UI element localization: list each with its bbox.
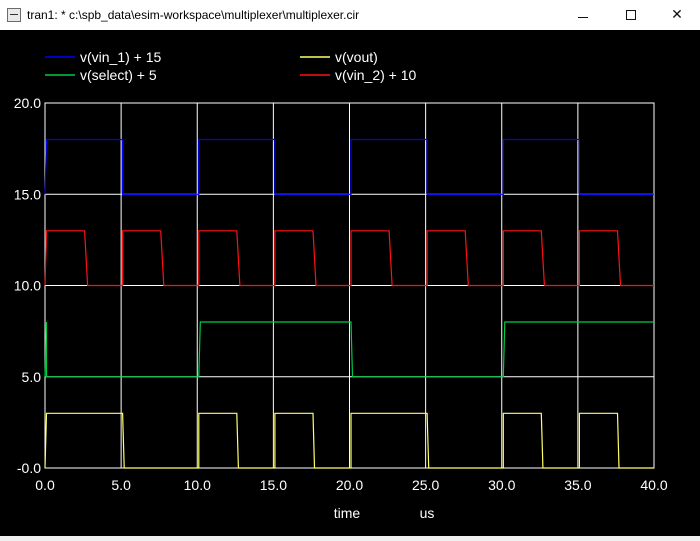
title-bar: tran1: * c:\spb_data\esim-workspace\mult… (0, 0, 700, 30)
legend-label: v(select) + 5 (80, 67, 157, 83)
y-tick-label: 15.0 (14, 186, 41, 202)
x-tick-label: 20.0 (336, 477, 363, 493)
y-tick-label: 10.0 (14, 278, 41, 294)
series-line (44, 321, 654, 378)
x-tick-label: 40.0 (640, 477, 667, 493)
x-tick-label: 5.0 (111, 477, 131, 493)
x-tick-label: 35.0 (564, 477, 591, 493)
maximize-icon (626, 10, 636, 20)
close-button[interactable]: ✕ (654, 0, 700, 30)
legend-label: v(vin_2) + 10 (335, 67, 417, 83)
x-tick-label: 25.0 (412, 477, 439, 493)
plot-area: 0.0 5.0 10.0 15.0 20.0 25.0 30.0 35.0 40.0 -0.0 5.… (0, 30, 700, 536)
window-bottom-edge (0, 536, 700, 541)
y-tick-label: -0.0 (17, 460, 41, 476)
series-line (44, 412, 654, 469)
close-icon: ✕ (671, 7, 683, 23)
maximize-button[interactable] (608, 0, 654, 30)
legend-label: v(vout) (335, 49, 378, 65)
waveform-chart: 0.0 5.0 10.0 15.0 20.0 25.0 30.0 35.0 40.0 -0.0 5.… (14, 49, 668, 521)
app-window-icon (7, 8, 21, 22)
series-line (44, 138, 654, 195)
x-tick-label: 15.0 (260, 477, 287, 493)
window-title: tran1: * c:\spb_data\esim-workspace\mult… (27, 8, 360, 22)
y-tick-label: 20.0 (14, 95, 41, 111)
minimize-button[interactable] (560, 0, 606, 30)
x-tick-label: 10.0 (184, 477, 211, 493)
y-tick-label: 5.0 (22, 369, 42, 385)
series-line (44, 230, 654, 287)
minimize-icon (578, 16, 588, 18)
x-axis-label: time (334, 505, 361, 521)
x-tick-label: 0.0 (35, 477, 55, 493)
legend-label: v(vin_1) + 15 (80, 49, 162, 65)
x-axis-unit: us (420, 505, 435, 521)
x-tick-label: 30.0 (488, 477, 515, 493)
